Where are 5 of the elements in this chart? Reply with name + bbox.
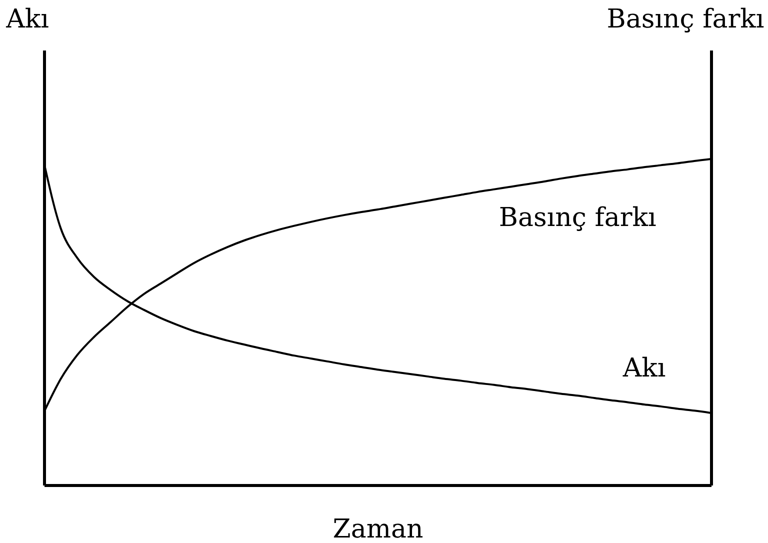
y-axis-title: Akı [5,4,49,34]
y2-axis-title: Basınç farkı [606,4,764,34]
series-label: Basınç farkı [498,202,656,233]
series-label: Akı [622,353,666,384]
x-axis-title: Zaman [332,514,424,543]
